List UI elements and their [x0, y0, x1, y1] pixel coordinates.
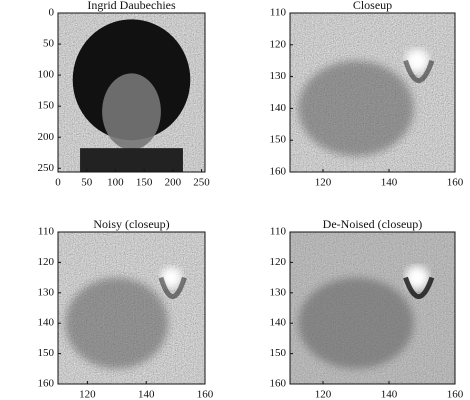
y-tick-label: 110: [38, 226, 55, 238]
axes-frame: [57, 12, 206, 173]
image-panel: [58, 13, 205, 172]
image-face-region: [298, 60, 414, 157]
panel-title: Closeup: [353, 0, 392, 12]
y-tick-label: 150: [38, 100, 55, 112]
y-tick-label: 130: [270, 70, 287, 82]
x-tick-label: 120: [79, 389, 96, 400]
panel-title: Noisy (closeup): [93, 217, 169, 231]
x-tick-label: 120: [315, 177, 332, 189]
y-tick-label: 140: [270, 102, 287, 114]
y-tick-label: 160: [270, 378, 287, 390]
image-highlight: [405, 49, 429, 73]
x-tick-label: 140: [381, 389, 398, 400]
x-tick-label: 100: [107, 177, 124, 189]
y-tick-label: 110: [270, 7, 287, 19]
x-tick-label: 140: [381, 177, 398, 189]
axes-frame: [289, 231, 456, 385]
image-highlight: [160, 267, 182, 288]
y-tick-label: 110: [270, 226, 287, 238]
image-panel: [58, 232, 205, 384]
y-tick-label: 50: [43, 38, 55, 50]
x-tick-label: 150: [136, 177, 153, 189]
y-tick-label: 0: [49, 7, 55, 19]
y-tick-label: 120: [38, 256, 55, 268]
y-tick-label: 200: [38, 131, 55, 143]
x-tick-label: 160: [447, 389, 464, 400]
x-tick-label: 0: [55, 177, 61, 189]
y-tick-label: 150: [38, 347, 55, 359]
x-tick-label: 140: [138, 389, 155, 400]
x-tick-label: 50: [81, 177, 93, 189]
y-tick-label: 250: [38, 162, 55, 174]
image-face-region: [65, 277, 169, 369]
y-tick-label: 130: [270, 286, 287, 298]
image-dark-arc: [403, 276, 435, 300]
x-tick-label: 250: [193, 177, 210, 189]
image-face-region: [298, 277, 414, 369]
y-tick-label: 130: [38, 286, 55, 298]
panel-title: De-Noised (closeup): [323, 217, 423, 231]
image-dark-arc: [403, 59, 435, 83]
image-panel: [290, 232, 455, 384]
axes-frame: [289, 12, 456, 173]
y-tick-label: 160: [38, 378, 55, 390]
x-tick-label: 120: [315, 389, 332, 400]
image-dark-arc: [158, 276, 187, 300]
x-tick-label: 200: [165, 177, 182, 189]
panel-title: Ingrid Daubechies: [87, 0, 176, 12]
image-panel: [290, 13, 455, 172]
y-tick-label: 150: [270, 134, 287, 146]
image-face: [102, 73, 161, 150]
y-tick-label: 160: [270, 166, 287, 178]
y-tick-label: 100: [38, 69, 55, 81]
image-highlight: [405, 266, 429, 290]
x-tick-label: 160: [447, 177, 464, 189]
y-tick-label: 150: [270, 347, 287, 359]
y-tick-label: 140: [270, 317, 287, 329]
image-shoulders: [80, 148, 183, 172]
axes-frame: [57, 231, 206, 385]
x-tick-label: 160: [197, 389, 214, 400]
y-tick-label: 120: [270, 38, 287, 50]
y-tick-label: 120: [270, 256, 287, 268]
y-tick-label: 140: [38, 317, 55, 329]
